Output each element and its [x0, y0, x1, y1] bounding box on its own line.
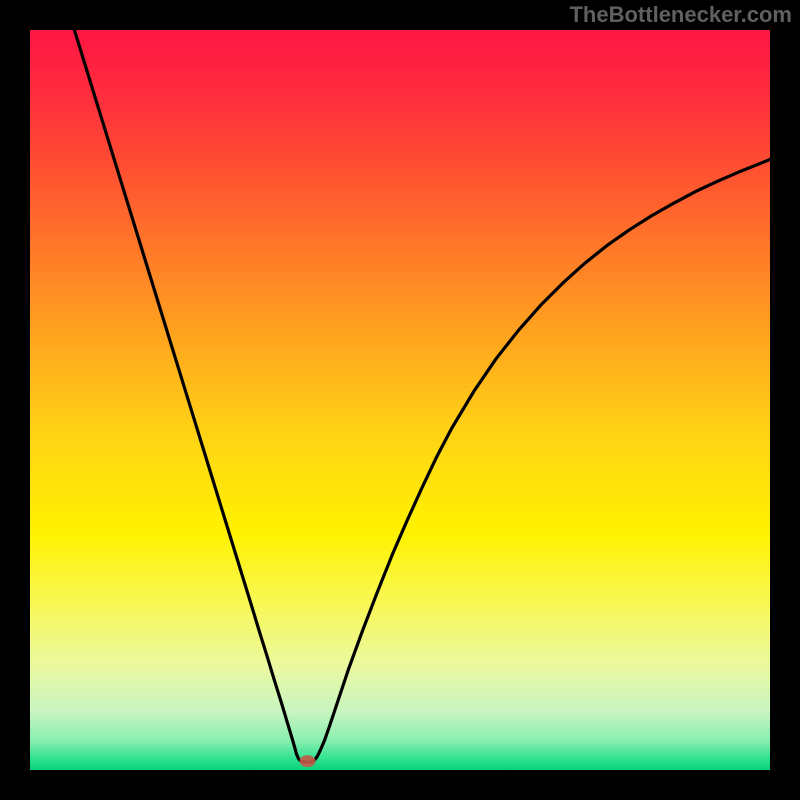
chart-svg [0, 0, 800, 800]
bottleneck-curve [74, 30, 770, 762]
watermark-text: TheBottlenecker.com [569, 2, 792, 28]
minimum-marker [300, 755, 316, 767]
chart-container: TheBottlenecker.com [0, 0, 800, 800]
